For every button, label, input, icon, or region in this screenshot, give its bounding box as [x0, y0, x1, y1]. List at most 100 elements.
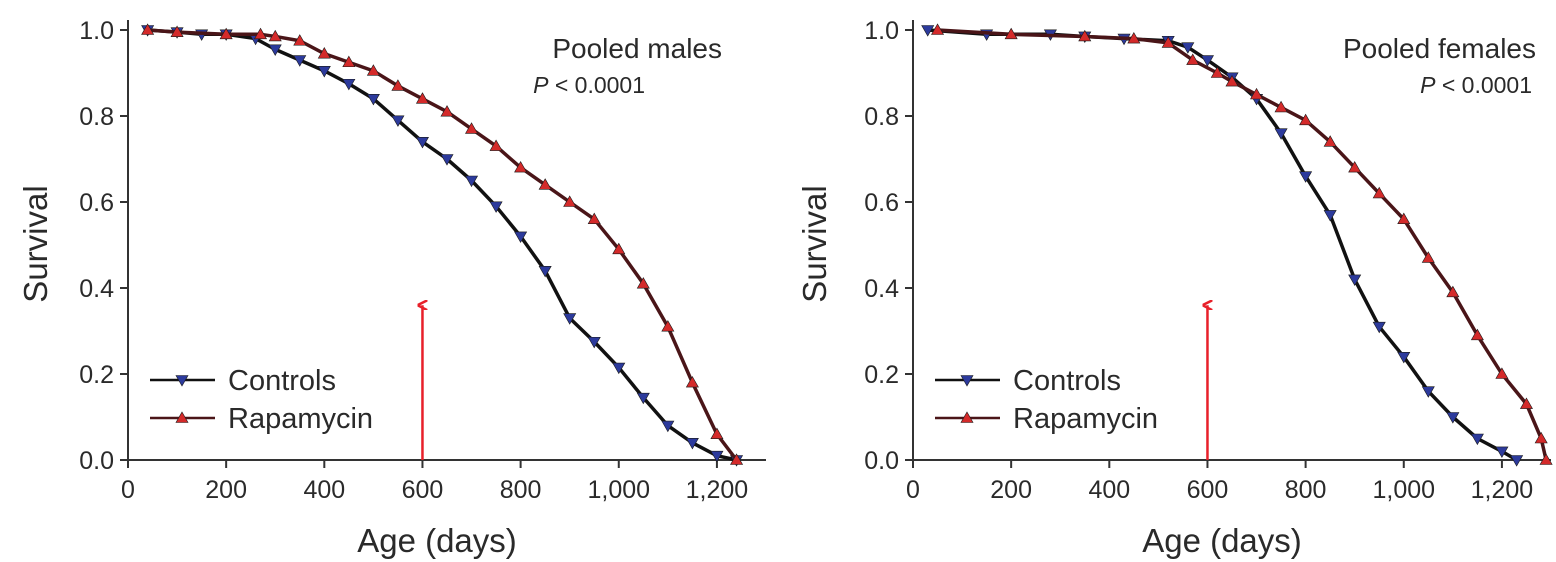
- data-point-rapamycin: [1078, 29, 1092, 42]
- x-tick-label: 1,000: [1372, 476, 1435, 504]
- data-point-controls: [1181, 42, 1195, 54]
- data-point-rapamycin: [366, 64, 380, 76]
- data-point-rapamycin: [563, 195, 577, 207]
- data-point-controls: [514, 231, 528, 244]
- data-point-rapamycin: [514, 160, 528, 173]
- data-point-rapamycin: [1250, 87, 1264, 100]
- y-tick-label: 0.2: [79, 361, 114, 389]
- y-tick-label: 0.6: [79, 189, 114, 217]
- data-point-controls: [612, 362, 626, 375]
- data-point-rapamycin: [685, 375, 699, 388]
- y-tick-label: 0.4: [864, 275, 899, 303]
- legend-label: Rapamycin: [1013, 403, 1158, 435]
- data-point-controls: [1372, 321, 1386, 334]
- data-point-rapamycin: [730, 453, 744, 465]
- p-value-annotation: P < 0.0001: [533, 72, 645, 98]
- data-point-rapamycin: [1397, 212, 1411, 224]
- data-point-controls: [489, 201, 503, 213]
- x-tick-label: 800: [1285, 476, 1327, 504]
- data-point-controls: [661, 420, 675, 433]
- data-point-controls: [1495, 446, 1509, 459]
- data-point-rapamycin: [170, 25, 184, 37]
- data-point-rapamycin: [391, 79, 405, 91]
- data-point-controls: [538, 266, 552, 278]
- series-line-rapamycin: [937, 28, 1548, 461]
- y-tick-label: 0.8: [79, 103, 114, 131]
- data-point-rapamycin: [1519, 397, 1533, 409]
- data-point-rapamycin: [253, 27, 268, 40]
- x-tick-label: 1,200: [686, 476, 749, 504]
- data-point-rapamycin: [1534, 431, 1548, 444]
- legend-marker-rapamycin: [960, 411, 974, 423]
- data-point-rapamycin: [440, 105, 454, 117]
- data-point-rapamycin: [1299, 113, 1313, 126]
- data-point-controls: [636, 392, 650, 405]
- data-point-rapamycin: [1446, 285, 1460, 298]
- data-point-controls: [317, 66, 331, 78]
- data-point-controls: [391, 115, 405, 127]
- legend-marker-controls: [960, 375, 974, 387]
- data-point-rapamycin: [489, 139, 503, 151]
- x-tick-label: 0: [121, 476, 135, 504]
- data-point-controls: [366, 94, 380, 106]
- data-point-rapamycin: [415, 92, 429, 104]
- data-point-controls: [1348, 274, 1362, 287]
- y-tick-label: 0.2: [864, 361, 899, 389]
- data-point-rapamycin: [141, 23, 155, 35]
- data-point-rapamycin: [538, 178, 552, 190]
- legend-label: Controls: [1013, 365, 1121, 397]
- y-axis-title: Survival: [17, 185, 54, 302]
- data-point-rapamycin: [1372, 186, 1386, 199]
- y-axis-title: Survival: [796, 185, 833, 302]
- data-point-rapamycin: [1210, 66, 1224, 78]
- data-point-controls: [440, 154, 454, 166]
- legend-label: Controls: [228, 365, 336, 397]
- data-point-rapamycin: [1186, 53, 1200, 65]
- y-tick-label: 0.0: [79, 447, 114, 475]
- x-tick-label: 400: [303, 476, 345, 504]
- chart-title: Pooled females: [1343, 33, 1536, 64]
- data-point-rapamycin: [1495, 367, 1509, 379]
- data-point-rapamycin: [293, 34, 307, 46]
- data-point-rapamycin: [1004, 27, 1018, 40]
- data-point-rapamycin: [931, 23, 945, 35]
- data-point-rapamycin: [219, 27, 233, 40]
- x-tick-label: 400: [1088, 476, 1130, 504]
- data-point-controls: [1421, 386, 1435, 398]
- data-point-controls: [563, 313, 577, 325]
- x-tick-label: 0: [906, 476, 920, 504]
- legend-marker-rapamycin: [175, 411, 189, 423]
- data-point-controls: [685, 438, 699, 450]
- data-point-controls: [465, 175, 479, 188]
- data-point-rapamycin: [587, 212, 601, 224]
- data-point-controls: [1323, 210, 1337, 222]
- data-point-controls: [710, 450, 724, 463]
- data-point-rapamycin: [1421, 251, 1435, 263]
- data-point-rapamycin: [1274, 100, 1288, 113]
- x-axis-title: Age (days): [1142, 522, 1302, 559]
- data-point-rapamycin: [317, 47, 331, 59]
- females-survival-chart: Pooled females P < 0.0001 Survival Age (…: [796, 17, 1553, 559]
- data-point-rapamycin: [1470, 328, 1484, 341]
- data-point-controls: [921, 25, 935, 37]
- p-value-annotation: P < 0.0001: [1420, 72, 1532, 98]
- data-point-rapamycin: [710, 427, 724, 439]
- data-point-rapamycin: [612, 242, 626, 255]
- data-point-rapamycin: [1161, 36, 1175, 48]
- y-tick-label: 0.0: [864, 447, 899, 475]
- data-point-controls: [1397, 352, 1411, 364]
- x-tick-label: 1,000: [587, 476, 650, 504]
- y-tick-label: 1.0: [864, 17, 899, 45]
- legend-label: Rapamycin: [228, 403, 373, 435]
- data-point-controls: [587, 336, 601, 349]
- data-point-controls: [268, 44, 282, 56]
- x-tick-label: 200: [205, 476, 247, 504]
- data-point-controls: [342, 78, 356, 91]
- x-tick-label: 600: [402, 476, 444, 504]
- x-axis-title: Age (days): [357, 522, 517, 559]
- data-point-controls: [1274, 128, 1288, 140]
- data-point-rapamycin: [1225, 74, 1239, 87]
- data-point-rapamycin: [1127, 31, 1141, 44]
- y-tick-label: 0.8: [864, 103, 899, 131]
